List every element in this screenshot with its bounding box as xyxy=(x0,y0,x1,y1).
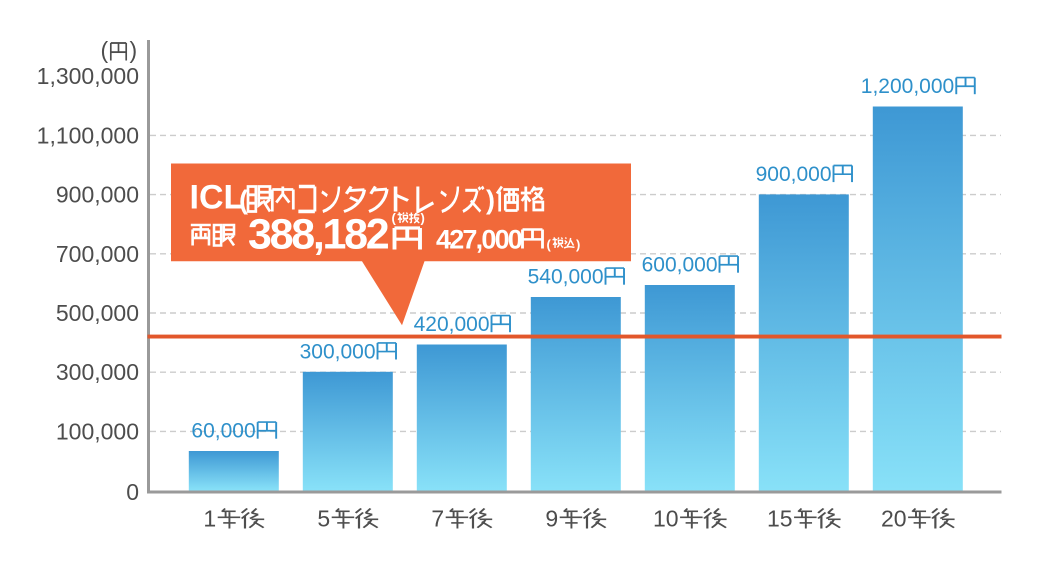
svg-text:(: ( xyxy=(101,37,109,63)
svg-text:20: 20 xyxy=(881,506,907,532)
svg-text:900,000: 900,000 xyxy=(56,182,139,208)
svg-text:100,000: 100,000 xyxy=(56,418,139,444)
svg-text:900,000: 900,000 xyxy=(756,163,832,186)
svg-text:(: ( xyxy=(392,211,397,226)
svg-text:1,100,000: 1,100,000 xyxy=(37,122,139,148)
svg-text:600,000: 600,000 xyxy=(642,254,718,277)
svg-text:1,200,000: 1,200,000 xyxy=(861,75,954,98)
svg-text:): ) xyxy=(421,211,425,226)
svg-text:(: ( xyxy=(239,185,248,215)
svg-text:300,000: 300,000 xyxy=(56,359,139,385)
svg-text:): ) xyxy=(130,37,138,63)
svg-text:427,000: 427,000 xyxy=(436,224,522,254)
svg-text:500,000: 500,000 xyxy=(56,300,139,326)
svg-text:): ) xyxy=(576,237,580,252)
svg-text:0: 0 xyxy=(126,479,139,505)
svg-text:388,182: 388,182 xyxy=(248,210,389,258)
svg-text:5: 5 xyxy=(317,506,330,532)
svg-text:1,300,000: 1,300,000 xyxy=(37,63,139,89)
svg-text:1: 1 xyxy=(203,506,216,532)
svg-text:700,000: 700,000 xyxy=(56,241,139,267)
svg-text:): ) xyxy=(486,185,495,215)
svg-text:9: 9 xyxy=(545,506,558,532)
svg-text:10: 10 xyxy=(653,506,679,532)
svg-text:7: 7 xyxy=(431,506,444,532)
svg-text:ICL: ICL xyxy=(190,179,245,217)
svg-text:540,000: 540,000 xyxy=(528,266,604,289)
svg-text:(: ( xyxy=(547,237,552,252)
svg-text:60,000: 60,000 xyxy=(191,420,255,443)
svg-text:300,000: 300,000 xyxy=(300,340,376,363)
svg-text:420,000: 420,000 xyxy=(414,313,490,336)
svg-text:15: 15 xyxy=(767,506,793,532)
